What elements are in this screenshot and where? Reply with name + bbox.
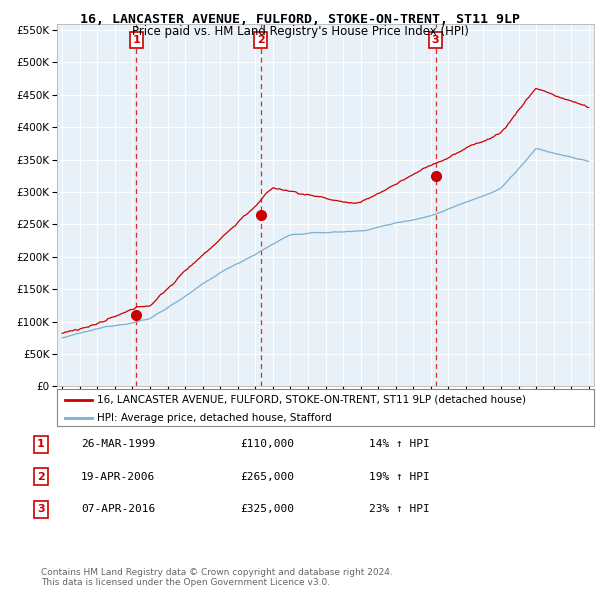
Text: £265,000: £265,000 [240, 472, 294, 481]
Text: 19% ↑ HPI: 19% ↑ HPI [369, 472, 430, 481]
Text: £325,000: £325,000 [240, 504, 294, 514]
Text: 19-APR-2006: 19-APR-2006 [81, 472, 155, 481]
Text: HPI: Average price, detached house, Stafford: HPI: Average price, detached house, Staf… [97, 413, 332, 423]
Text: 26-MAR-1999: 26-MAR-1999 [81, 440, 155, 449]
Text: 23% ↑ HPI: 23% ↑ HPI [369, 504, 430, 514]
Text: 2: 2 [37, 472, 44, 481]
Text: 3: 3 [37, 504, 44, 514]
Text: Price paid vs. HM Land Registry's House Price Index (HPI): Price paid vs. HM Land Registry's House … [131, 25, 469, 38]
Text: 3: 3 [432, 35, 439, 45]
Text: 2: 2 [257, 35, 265, 45]
Text: 1: 1 [133, 35, 140, 45]
Text: Contains HM Land Registry data © Crown copyright and database right 2024.
This d: Contains HM Land Registry data © Crown c… [41, 568, 392, 587]
Text: 16, LANCASTER AVENUE, FULFORD, STOKE-ON-TRENT, ST11 9LP: 16, LANCASTER AVENUE, FULFORD, STOKE-ON-… [80, 13, 520, 26]
Text: 07-APR-2016: 07-APR-2016 [81, 504, 155, 514]
Text: 14% ↑ HPI: 14% ↑ HPI [369, 440, 430, 449]
Text: £110,000: £110,000 [240, 440, 294, 449]
Text: 16, LANCASTER AVENUE, FULFORD, STOKE-ON-TRENT, ST11 9LP (detached house): 16, LANCASTER AVENUE, FULFORD, STOKE-ON-… [97, 395, 526, 405]
Text: 1: 1 [37, 440, 44, 449]
